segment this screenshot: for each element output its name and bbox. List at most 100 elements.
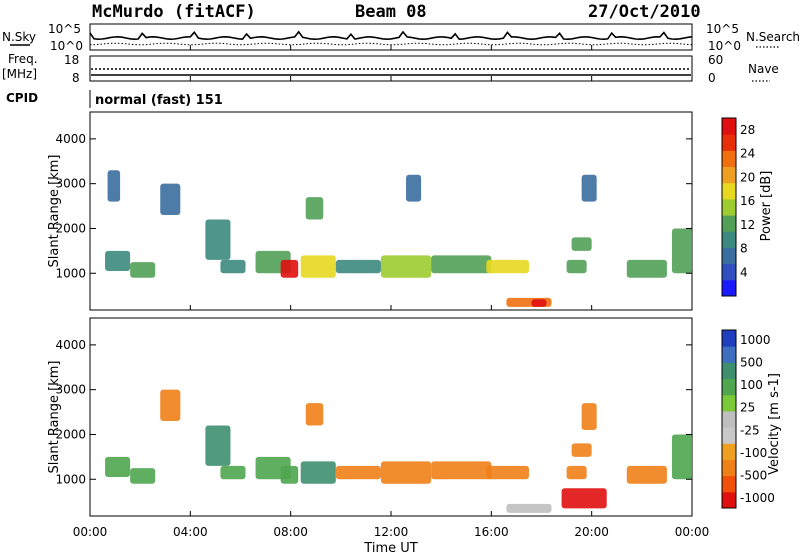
- y-tick-label: 4000: [55, 338, 86, 352]
- n-search-label: N.Search: [746, 30, 800, 44]
- power-regions: [105, 170, 692, 307]
- colorbar-tick-label: -500: [740, 468, 767, 482]
- velocity-y-ticks: 1000 2000 3000 4000: [55, 338, 692, 486]
- y-tick-label: 1000: [55, 266, 86, 280]
- colorbar-tick-label: 8: [740, 242, 748, 256]
- freq-panel: Freq. [MHz] 18 8 60 0 Nave: [2, 52, 779, 85]
- x-tick-label: 04:00: [173, 525, 208, 539]
- power-colorbar-label: Power [dB]: [759, 171, 774, 242]
- echo-region: [431, 461, 492, 480]
- echo-region: [160, 389, 181, 422]
- colorbar-swatch: [722, 247, 736, 265]
- echo-region: [581, 174, 597, 202]
- colorbar-swatch: [722, 443, 736, 460]
- colorbar-swatch: [722, 215, 736, 232]
- colorbar-swatch: [722, 118, 736, 135]
- echo-region: [300, 461, 336, 484]
- colorbar-tick-label: 28: [740, 123, 755, 137]
- freq-label: Freq.: [8, 52, 38, 66]
- echo-region: [566, 259, 587, 274]
- colorbar-tick-label: 12: [740, 218, 755, 232]
- colorbar-swatch: [722, 231, 736, 248]
- colorbar-swatch: [722, 330, 736, 347]
- power-panel: 1000 2000 3000 4000 Slant Range [km] 4 8 12 16…: [47, 111, 774, 311]
- velocity-ylabel: Slant Range [km]: [47, 361, 62, 474]
- velocity-colorbar-label: Velocity [m s-1]: [767, 373, 782, 475]
- colorbar-swatch: [722, 427, 736, 444]
- y-tick-label: 2000: [55, 221, 86, 235]
- velocity-panel: 1000 2000 3000 4000 Slant Range [km] 1000 50…: [47, 317, 782, 517]
- noise-right-tick-bottom: 10^0: [708, 39, 741, 53]
- echo-region: [335, 259, 381, 274]
- echo-region: [220, 465, 246, 480]
- echo-region: [130, 262, 156, 278]
- power-y-ticks: 1000 2000 3000 4000: [55, 132, 692, 280]
- noise-left-tick-bottom: 10^0: [50, 39, 83, 53]
- colorbar-tick-label: 500: [740, 356, 763, 370]
- echo-region: [486, 259, 529, 274]
- echo-region: [130, 468, 156, 484]
- power-ylabel: Slant Range [km]: [47, 155, 62, 268]
- echo-region: [380, 461, 432, 484]
- x-tick-label: 00:00: [675, 525, 710, 539]
- colorbar-frame: [721, 329, 737, 509]
- echo-region: [105, 250, 131, 272]
- y-tick-label: 3000: [55, 177, 86, 191]
- cpid-label: CPID: [6, 91, 38, 105]
- colorbar-swatch: [722, 362, 736, 380]
- colorbar-tick-label: 20: [740, 170, 755, 184]
- noise-right-tick-top: 10^5: [706, 22, 739, 36]
- power-colorbar: 4 8 12 16 20 24 28: [721, 117, 755, 297]
- station-title: McMurdo (fitACF): [92, 2, 256, 22]
- x-tick-label: 16:00: [474, 525, 509, 539]
- y-tick-label: 1000: [55, 472, 86, 486]
- echo-region: [305, 403, 324, 426]
- velocity-colorbar: 1000 500 100 25 -25 -100 -500 -1000: [721, 329, 775, 509]
- colorbar-tick-label: 16: [740, 194, 755, 208]
- colorbar-tick-label: -25: [740, 423, 760, 437]
- echo-region: [280, 259, 299, 278]
- x-axis-ticks: 00:00 04:00 08:00 12:00 16:00 20:00 00:00: [73, 45, 710, 539]
- echo-region: [571, 237, 592, 251]
- nave-tick-top: 60: [708, 53, 723, 67]
- colorbar-swatch: [722, 410, 736, 428]
- colorbar-tick-label: 25: [740, 401, 755, 415]
- echo-region: [506, 503, 552, 513]
- y-tick-label: 3000: [55, 383, 86, 397]
- echo-region: [220, 259, 246, 274]
- y-tick-label: 2000: [55, 427, 86, 441]
- colorbar-tick-label: -1000: [740, 491, 775, 505]
- colorbar-swatch: [722, 459, 736, 477]
- noise-panel: N.Sky 10^5 10^0 10^5 10^0 N.Search: [2, 22, 800, 53]
- echo-region: [107, 170, 121, 202]
- colorbar-swatch: [722, 394, 736, 412]
- echo-region: [571, 443, 592, 457]
- echo-region: [671, 228, 692, 274]
- echo-region: [380, 255, 432, 278]
- echo-region: [305, 197, 324, 220]
- colorbar-tick-label: 100: [740, 378, 763, 392]
- colorbar-swatch: [722, 134, 736, 151]
- colorbar-swatch: [722, 263, 736, 281]
- colorbar-swatch: [722, 491, 736, 509]
- echo-region: [486, 465, 529, 480]
- freq-tick-top: 18: [64, 53, 79, 67]
- beam-title: Beam 08: [355, 2, 427, 22]
- colorbar-swatch: [722, 166, 736, 184]
- colorbar-swatch: [722, 150, 736, 168]
- velocity-regions: [105, 389, 692, 513]
- cpid-value: normal (fast) 151: [95, 93, 223, 108]
- colorbar-swatch: [722, 475, 736, 493]
- echo-region: [205, 425, 231, 466]
- echo-region: [300, 255, 336, 278]
- n-search-line: [89, 42, 693, 46]
- echo-region: [566, 465, 587, 480]
- y-tick-label: 4000: [55, 132, 86, 146]
- echo-region: [105, 456, 131, 478]
- n-sky-line: [89, 30, 693, 41]
- nave-tick-bottom: 0: [708, 71, 716, 85]
- colorbar-swatch: [722, 279, 736, 297]
- echo-region: [531, 299, 547, 307]
- colorbar-swatch: [722, 198, 736, 216]
